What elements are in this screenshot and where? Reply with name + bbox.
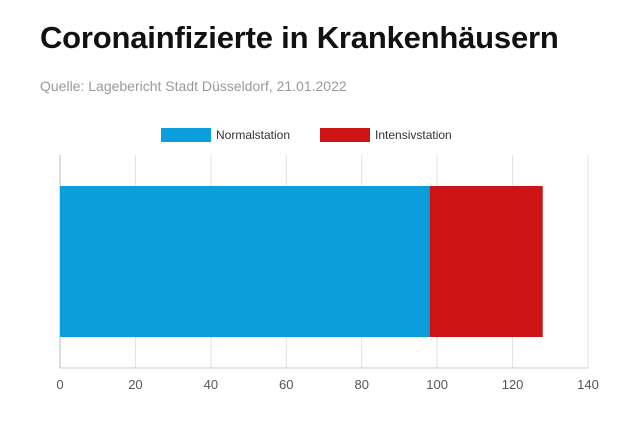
bars (60, 186, 543, 337)
x-tick-label-40: 40 (204, 377, 218, 392)
x-tick-label-20: 20 (128, 377, 142, 392)
x-tick-label-60: 60 (279, 377, 293, 392)
x-axis: 0 20 40 60 80 100 120 140 (56, 367, 599, 392)
chart-source: Quelle: Lagebericht Stadt Düsseldorf, 21… (40, 78, 347, 94)
x-tick-label-80: 80 (354, 377, 368, 392)
legend-swatch-intensivstation (320, 128, 370, 142)
legend: Normalstation Intensivstation (161, 128, 452, 142)
chart-title: Coronainfizierte in Krankenhäusern (40, 20, 559, 55)
x-tick-label-140: 140 (577, 377, 599, 392)
legend-label-normalstation: Normalstation (216, 128, 290, 142)
bar-intensivstation (429, 186, 543, 337)
legend-label-intensivstation: Intensivstation (375, 128, 452, 142)
x-tick-label-120: 120 (502, 377, 524, 392)
x-tick-label-100: 100 (426, 377, 448, 392)
x-tick-label-0: 0 (56, 377, 63, 392)
bar-normalstation (60, 186, 430, 337)
legend-swatch-normalstation (161, 128, 211, 142)
